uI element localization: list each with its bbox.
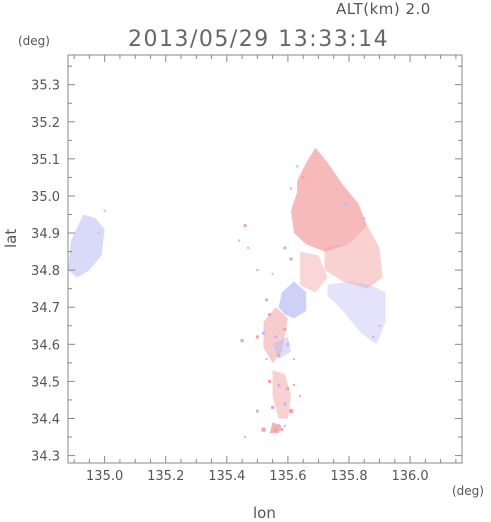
- echo-layer: [68, 147, 386, 438]
- echo-speck-away: [296, 165, 299, 168]
- scan-timestamp: 2013/05/29 13:33:14: [128, 27, 390, 52]
- echo-speck-toward: [289, 409, 293, 414]
- echo-speck-toward: [277, 353, 281, 357]
- echo-speck-toward: [283, 328, 287, 331]
- echo-speck-toward: [286, 387, 290, 391]
- echo-speck-away: [283, 424, 286, 427]
- lat-tick-label: 34.6: [31, 338, 60, 353]
- echo-speck-away: [238, 239, 240, 242]
- lon-axis-title: lon: [253, 504, 276, 522]
- echo-speck-toward: [243, 224, 247, 228]
- echo-speck-toward: [261, 427, 266, 432]
- echo-speck-toward: [268, 379, 272, 383]
- echo-speck-toward: [293, 384, 295, 387]
- echo-speck-away: [363, 217, 366, 220]
- lat-tick-label: 35.0: [31, 190, 60, 205]
- echo-speck-toward: [244, 436, 247, 438]
- lon-tick-label: 135.4: [208, 469, 245, 484]
- echo-speck-away: [277, 383, 281, 387]
- echo-speck-away: [103, 209, 106, 212]
- echo-speck-toward: [372, 335, 375, 338]
- echo-speck-away: [283, 246, 287, 250]
- echo-region-away: [327, 281, 386, 345]
- echo-region-away: [272, 336, 291, 360]
- echo-speck-toward: [378, 324, 381, 327]
- lat-unit-label: (deg): [18, 34, 50, 48]
- echo-region-away: [68, 214, 105, 278]
- axis-ticks: [68, 55, 462, 463]
- echo-speck-away: [255, 409, 259, 413]
- echo-speck-toward: [271, 405, 275, 409]
- echo-speck-away: [274, 335, 278, 339]
- echo-speck-away: [286, 342, 290, 346]
- echo-region-toward: [324, 225, 383, 289]
- echo-speck-away: [265, 358, 268, 361]
- echo-speck-toward: [268, 313, 272, 317]
- lon-tick-label: 135.0: [86, 469, 123, 484]
- echo-speck-toward: [301, 175, 305, 179]
- lon-unit-label: (deg): [452, 484, 484, 498]
- echo-speck-toward: [256, 269, 259, 272]
- lon-tick-label: 135.6: [269, 469, 306, 484]
- echo-speck-toward: [255, 335, 259, 339]
- echo-speck-toward: [273, 427, 278, 432]
- plot-area: [68, 55, 462, 463]
- lat-tick-label: 34.3: [31, 450, 60, 465]
- echo-region-toward: [300, 251, 328, 293]
- echo-speck-toward: [247, 246, 250, 249]
- lat-tick-label: 34.4: [31, 412, 60, 427]
- echo-speck-away: [283, 402, 287, 406]
- echo-speck-away: [97, 232, 100, 234]
- echo-speck-away: [265, 298, 268, 302]
- echo-speck-toward: [280, 428, 284, 432]
- echo-speck-toward: [240, 339, 244, 343]
- echo-speck-away: [271, 272, 274, 275]
- echo-speck-toward: [299, 395, 302, 398]
- lat-tick-label: 34.8: [31, 264, 60, 279]
- echo-speck-toward: [290, 187, 292, 190]
- echo-speck-away: [262, 331, 265, 335]
- echo-speck-away: [344, 201, 348, 205]
- echo-region-toward: [272, 370, 291, 419]
- axis-tick-labels: 135.0 135.2 135.4 135.6 135.8 136.0 34.3 34.4 34…: [31, 79, 429, 484]
- lon-tick-label: 136.0: [391, 469, 428, 484]
- echo-speck-away: [277, 424, 281, 428]
- lat-tick-label: 34.9: [31, 227, 60, 242]
- echo-speck-away: [293, 358, 295, 361]
- lon-tick-label: 135.8: [330, 469, 367, 484]
- lat-tick-label: 34.7: [31, 301, 60, 316]
- lon-tick-label: 135.2: [147, 469, 184, 484]
- altitude-label: ALT(km) 2.0: [336, 0, 431, 18]
- lat-tick-label: 34.5: [31, 375, 60, 390]
- plot-frame: [67, 54, 463, 464]
- echo-region-toward: [291, 147, 368, 252]
- echo-speck-toward: [289, 257, 293, 261]
- lat-tick-label: 35.1: [31, 153, 60, 168]
- lat-tick-label: 35.2: [31, 116, 60, 131]
- lat-tick-label: 35.3: [31, 79, 60, 94]
- echo-region-away: [278, 281, 307, 319]
